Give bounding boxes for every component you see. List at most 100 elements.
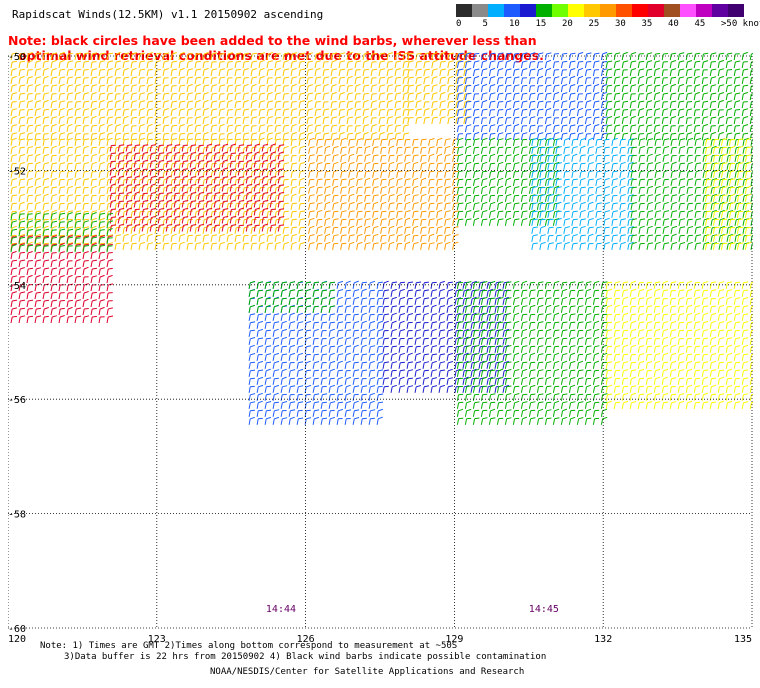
wind-barb xyxy=(717,393,725,401)
wind-barb xyxy=(637,53,644,61)
wind-barb xyxy=(202,209,209,218)
wind-barb xyxy=(133,144,141,152)
wind-barb xyxy=(406,385,414,393)
wind-barb xyxy=(290,83,297,93)
wind-barb xyxy=(422,329,430,337)
wind-barb xyxy=(205,143,213,152)
wind-barb xyxy=(520,116,528,125)
wind-barb xyxy=(398,305,405,313)
wind-barb xyxy=(654,170,662,178)
wind-barb xyxy=(653,100,661,109)
wind-barb xyxy=(438,321,446,329)
wind-barb xyxy=(210,61,217,69)
wind-barb xyxy=(58,107,65,117)
wind-barb xyxy=(382,361,390,369)
wind-barb xyxy=(456,178,464,186)
wind-barb xyxy=(114,60,122,69)
wind-barb xyxy=(584,109,592,117)
wind-barb xyxy=(661,393,669,401)
wind-barb xyxy=(407,108,414,117)
wind-barb xyxy=(428,218,435,226)
wind-barb xyxy=(653,131,661,141)
wind-barb xyxy=(210,92,217,101)
wind-barb xyxy=(621,132,629,141)
wind-barb xyxy=(645,92,653,101)
wind-barb xyxy=(560,345,568,353)
wind-barb xyxy=(741,401,749,409)
wind-barb xyxy=(560,132,568,141)
wind-barb xyxy=(306,68,314,77)
wind-barb xyxy=(741,353,749,361)
wind-barb xyxy=(248,393,256,401)
wind-barb xyxy=(613,100,621,109)
wind-barb xyxy=(717,75,725,85)
wind-barb xyxy=(645,377,653,385)
wind-barb xyxy=(282,76,290,85)
wind-barb xyxy=(678,242,686,250)
wind-barb xyxy=(390,384,397,393)
wind-barb xyxy=(154,234,161,242)
wind-barb xyxy=(571,170,578,178)
wind-barb xyxy=(709,52,717,61)
wind-barb xyxy=(744,146,752,154)
wind-barb xyxy=(701,60,709,69)
wind-barb xyxy=(269,191,277,200)
wind-barb xyxy=(520,52,528,61)
wind-barb xyxy=(328,377,335,385)
wind-barb xyxy=(245,144,253,152)
wind-barb xyxy=(82,116,90,125)
wind-barb xyxy=(579,209,586,218)
wind-barb xyxy=(332,242,339,250)
wind-barb xyxy=(26,220,33,229)
wind-barb xyxy=(741,385,749,393)
wind-barb xyxy=(504,329,512,337)
wind-barb xyxy=(512,289,520,297)
wind-barb xyxy=(704,138,712,146)
wind-barb xyxy=(106,84,114,93)
wind-barb xyxy=(42,307,49,316)
wind-barb xyxy=(122,242,130,250)
wind-barb xyxy=(348,193,355,202)
wind-barb xyxy=(600,401,608,409)
wind-barb xyxy=(380,178,387,186)
wind-barb xyxy=(50,283,58,292)
wind-barb xyxy=(316,209,323,218)
wind-barb xyxy=(138,116,146,125)
wind-barb xyxy=(603,138,610,146)
wind-barb xyxy=(568,393,576,401)
wind-barb xyxy=(114,124,121,133)
wind-barb xyxy=(344,337,352,345)
wind-barb xyxy=(733,132,741,141)
wind-barb xyxy=(348,161,355,170)
wind-barb xyxy=(670,146,677,154)
wind-barb xyxy=(568,100,576,109)
wind-barb xyxy=(242,116,250,125)
wind-barb xyxy=(146,84,153,93)
wind-barb xyxy=(328,345,336,353)
wind-barb xyxy=(488,313,496,321)
wind-barb xyxy=(712,210,720,218)
wind-barb xyxy=(205,200,213,208)
wind-barb xyxy=(637,353,645,361)
wind-barb xyxy=(98,178,106,186)
wind-barb xyxy=(693,296,701,305)
wind-barb xyxy=(336,418,343,425)
wind-barb xyxy=(415,108,422,117)
wind-barb xyxy=(520,77,528,85)
wind-barb xyxy=(611,154,618,162)
colorbar-swatch xyxy=(488,4,504,17)
wind-barb xyxy=(90,244,98,253)
wind-barb xyxy=(749,117,753,125)
wind-barb xyxy=(10,101,17,109)
wind-barb xyxy=(720,202,728,210)
wind-barb xyxy=(221,176,229,184)
wind-barb xyxy=(669,377,677,385)
wind-barb xyxy=(463,100,470,109)
colorbar-swatch xyxy=(712,4,728,17)
wind-barb xyxy=(245,199,253,208)
wind-barb xyxy=(456,137,464,146)
colorbar-swatch xyxy=(600,4,616,17)
wind-barb xyxy=(603,170,610,178)
wind-barb xyxy=(264,353,272,361)
wind-barb xyxy=(218,123,225,133)
